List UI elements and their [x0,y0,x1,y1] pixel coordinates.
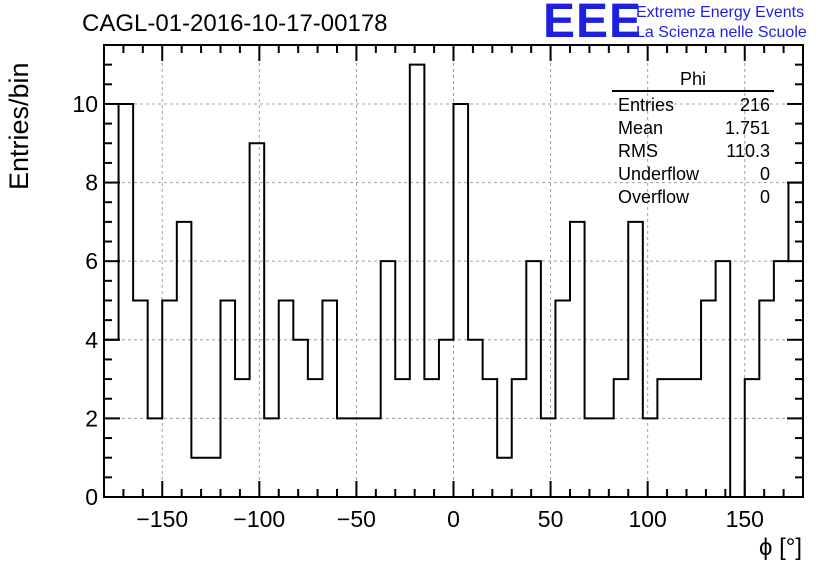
histogram-bin [191,458,206,497]
plot-frame [103,44,804,498]
stats-label: Mean [618,118,664,138]
stats-row: RMS 110.3 [612,140,774,163]
x-tick-labels: −150 −100 −50 0 50 100 150 [136,506,764,532]
histogram-bin [585,418,600,497]
histogram-bin [162,300,177,497]
eee-logo: EEE [543,0,643,48]
histogram-bin [555,300,570,497]
stats-title: Phi [612,68,774,92]
logo-text-line2: La Scienza nelle Scuole [636,24,807,41]
x-tick-label: −100 [233,506,285,532]
histogram-bin [337,418,352,497]
stats-row: Underflow 0 [612,163,774,186]
stats-value: 216 [739,95,770,115]
histogram-bin [308,379,323,497]
y-tick-label: 4 [85,327,98,353]
stats-value: 0 [759,187,770,207]
histogram-bin [716,261,731,497]
x-tick-label: −150 [136,506,188,532]
histogram-bin [526,261,541,497]
histogram-bin [293,340,308,497]
histogram-bin [570,222,585,497]
stats-value: 110.3 [726,141,770,161]
x-tick-label: 150 [726,506,764,532]
histogram-bin [424,379,439,497]
stats-label: Underflow [618,164,700,184]
histogram-bin [322,300,337,497]
histogram-bin [221,300,236,497]
stats-row: Mean 1.751 [612,117,774,140]
histogram-bin [148,418,163,497]
histogram-bin [279,300,294,497]
histogram-bin [352,418,367,497]
histogram-bin [512,379,527,497]
histogram-bin [454,104,469,497]
y-tick-label: 10 [72,91,98,117]
histogram-bin [104,340,119,497]
x-tick-label: 0 [447,506,460,532]
histogram-bin [672,379,687,497]
histogram-bin [410,65,425,497]
histogram-bin [177,222,192,497]
histogram-bin [133,300,148,497]
logo-text-line1: Extreme Energy Events [636,4,805,21]
y-tick-label: 0 [85,484,98,510]
y-tick-label: 2 [85,405,98,431]
stats-value: 1.751 [724,118,770,138]
stats-value: 0 [759,164,770,184]
histogram-bin [643,418,658,497]
histogram-bin [206,458,221,497]
histogram-bin [497,458,512,497]
y-axis-label: Entries/bin [4,62,34,190]
histogram-bin [759,300,774,497]
histogram-bin [745,379,760,497]
histogram-bin [701,300,716,497]
stats-label: RMS [618,141,658,161]
stats-box: Phi Entries 216 Mean 1.751 RMS 110.3 Und… [612,68,774,209]
histogram-bin [366,418,381,497]
histogram-bin [628,222,643,497]
histogram-bin [483,379,498,497]
histogram-bin [235,379,250,497]
histogram-bin [381,261,396,497]
y-tick-labels: 0 2 4 6 8 10 [72,91,98,510]
histogram-bin [468,340,483,497]
histogram-bin [657,379,672,497]
histogram-bin [264,418,279,497]
x-axis-label: ϕ [°] [758,534,802,561]
chart-title: CAGL-01-2016-10-17-00178 [82,10,388,37]
histogram-bin [119,104,134,497]
histogram-bin [541,418,556,497]
histogram-bin [250,143,265,497]
stats-label: Entries [618,95,675,115]
histogram-bin [788,183,803,497]
histogram-outline [103,63,804,498]
x-tick-label: 50 [538,506,564,532]
histogram-bin [599,418,614,497]
histogram-bin [687,379,702,497]
y-tick-label: 8 [85,170,98,196]
stats-label: Overflow [618,187,690,207]
histogram-bin [439,340,454,497]
x-tick-label: −50 [337,506,376,532]
stats-row: Overflow 0 [612,186,774,209]
stats-row: Entries 216 [612,94,774,117]
histogram-bin [614,379,629,497]
x-tick-label: 100 [628,506,666,532]
axis-ticks [103,44,804,498]
y-tick-label: 6 [85,248,98,274]
histogram-bin [774,261,789,497]
histogram-bin [395,379,410,497]
